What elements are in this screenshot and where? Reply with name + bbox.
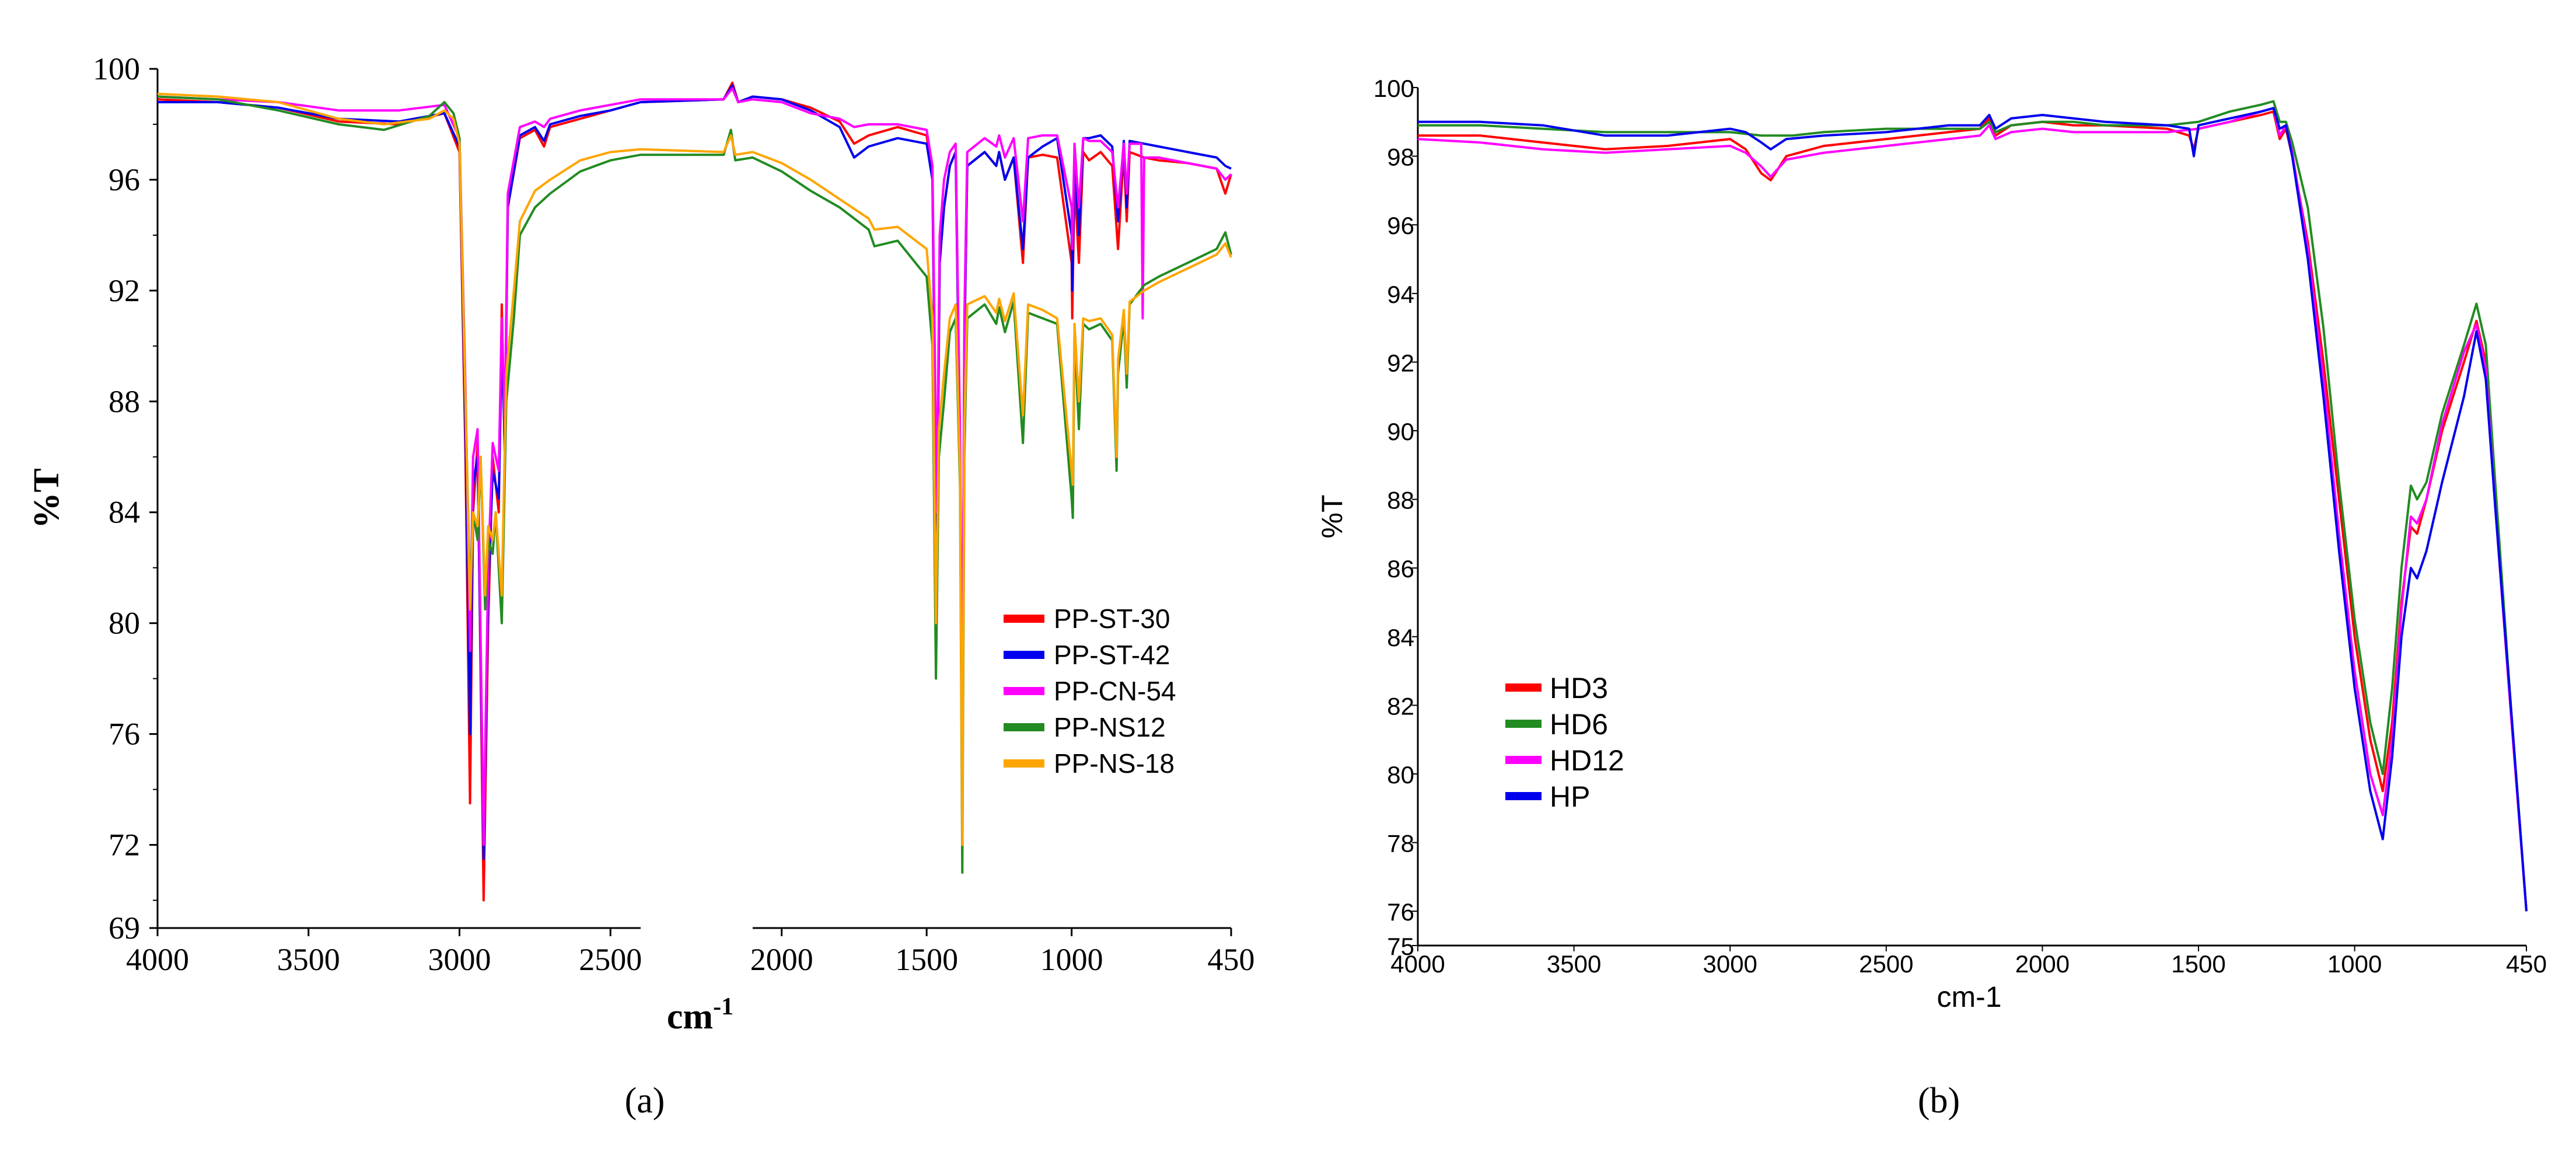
panel-a-y-axis-title: %T <box>27 468 67 528</box>
panel-b-series-hp <box>1418 107 2528 912</box>
panel-b-caption: (b) <box>1918 1081 1960 1121</box>
panel-b-y-tick-label: 88 <box>1387 487 1414 514</box>
panel-b-x-tick-label: 450 <box>2506 950 2547 978</box>
panel-b-series-hd12 <box>1417 107 2528 912</box>
panel-b-legend-label: HD12 <box>1550 744 1624 777</box>
panel-a-legend-label: PP-CN-54 <box>1054 676 1176 706</box>
panel-b-y-tick-label: 100 <box>1373 75 1414 102</box>
panel-a-x-tick-label: 450 <box>1208 942 1255 977</box>
panel-b-x-axis-title: cm-1 <box>1937 981 2001 1013</box>
panel-b-x-tick-label: 2000 <box>2015 950 2070 978</box>
panel-a-y-tick-label: 92 <box>109 273 140 308</box>
panel-b-y-axis-title: %T <box>1316 495 1348 539</box>
panel-b-y-tick-label: 98 <box>1387 144 1414 171</box>
panel-a-x-tick-label: 3500 <box>277 942 340 977</box>
panel-b-x-tick-label: 3000 <box>1703 950 1757 978</box>
panel-a-x-axis-title-text: cm <box>667 997 713 1037</box>
panel-a-series-pp-ns-18 <box>157 92 1232 846</box>
panel-b-x-tick-label: 1000 <box>2327 950 2382 978</box>
panel-a-y-tick-label: 100 <box>93 51 140 86</box>
panel-b-y-tick-label: 94 <box>1387 281 1414 308</box>
panel-a-legend-label: PP-NS-18 <box>1054 748 1175 779</box>
panel-b-x-tick-label: 1500 <box>2171 950 2225 978</box>
panel-b-legend-label: HD6 <box>1550 708 1608 741</box>
panel-b-x-tick-label: 2500 <box>1859 950 1913 978</box>
panel-a-legend-label: PP-ST-42 <box>1054 640 1170 670</box>
panel-a-y-tick-label: 96 <box>109 162 140 197</box>
panel-b-y-tick-label: 92 <box>1387 349 1414 376</box>
panel-a-y-tick-label: 84 <box>109 495 140 530</box>
panel-b-x-tick-label: 3500 <box>1547 950 1601 978</box>
panel-a-y-tick-label: 88 <box>109 384 140 419</box>
panel-b-legend-label: HD3 <box>1550 672 1608 704</box>
panel-a-x-tick-label: 1500 <box>895 942 958 977</box>
panel-b-y-tick-label: 84 <box>1387 624 1414 651</box>
panel-b-y-tick-label: 75 <box>1387 933 1414 960</box>
panel-a-legend-label: PP-ST-30 <box>1054 604 1170 634</box>
panel-a-legend-label: PP-NS12 <box>1054 712 1166 742</box>
panel-b-y-tick-label: 76 <box>1387 898 1414 926</box>
panel-b-y-tick-label: 80 <box>1387 761 1414 789</box>
panel-a-caption: (a) <box>625 1081 665 1121</box>
panel-a-x-tick-label: 3000 <box>428 942 491 977</box>
panel-a-x-axis-title-superscript: -1 <box>713 993 733 1020</box>
panel-b-y-tick-label: 90 <box>1387 418 1414 445</box>
panel-a-y-tick-label: 69 <box>109 911 140 946</box>
panel-b-legend-label: HP <box>1550 780 1590 813</box>
panel-b-x-tick-label: 4000 <box>1390 950 1445 978</box>
panel-b-y-tick-label: 78 <box>1387 830 1414 857</box>
panel-a-x-tick-label: 2500 <box>579 942 642 977</box>
panel-a-x-tick-label: 4000 <box>126 942 189 977</box>
panel-b-y-tick-label: 82 <box>1387 692 1414 720</box>
panel-b-y-tick-label: 86 <box>1387 555 1414 582</box>
panel-a-x-tick-label: 1000 <box>1040 942 1103 977</box>
panel-a-y-tick-label: 80 <box>109 606 140 641</box>
panel-b-series-hd6 <box>1418 100 2528 912</box>
panel-a-x-tick-label: 2000 <box>750 942 813 977</box>
panel-a-y-tick-label: 76 <box>109 717 140 752</box>
panel-a-y-tick-label: 72 <box>109 828 140 863</box>
panel-b-y-tick-label: 96 <box>1387 212 1414 239</box>
panel-a-x-axis-title: cm-1 <box>667 993 733 1037</box>
